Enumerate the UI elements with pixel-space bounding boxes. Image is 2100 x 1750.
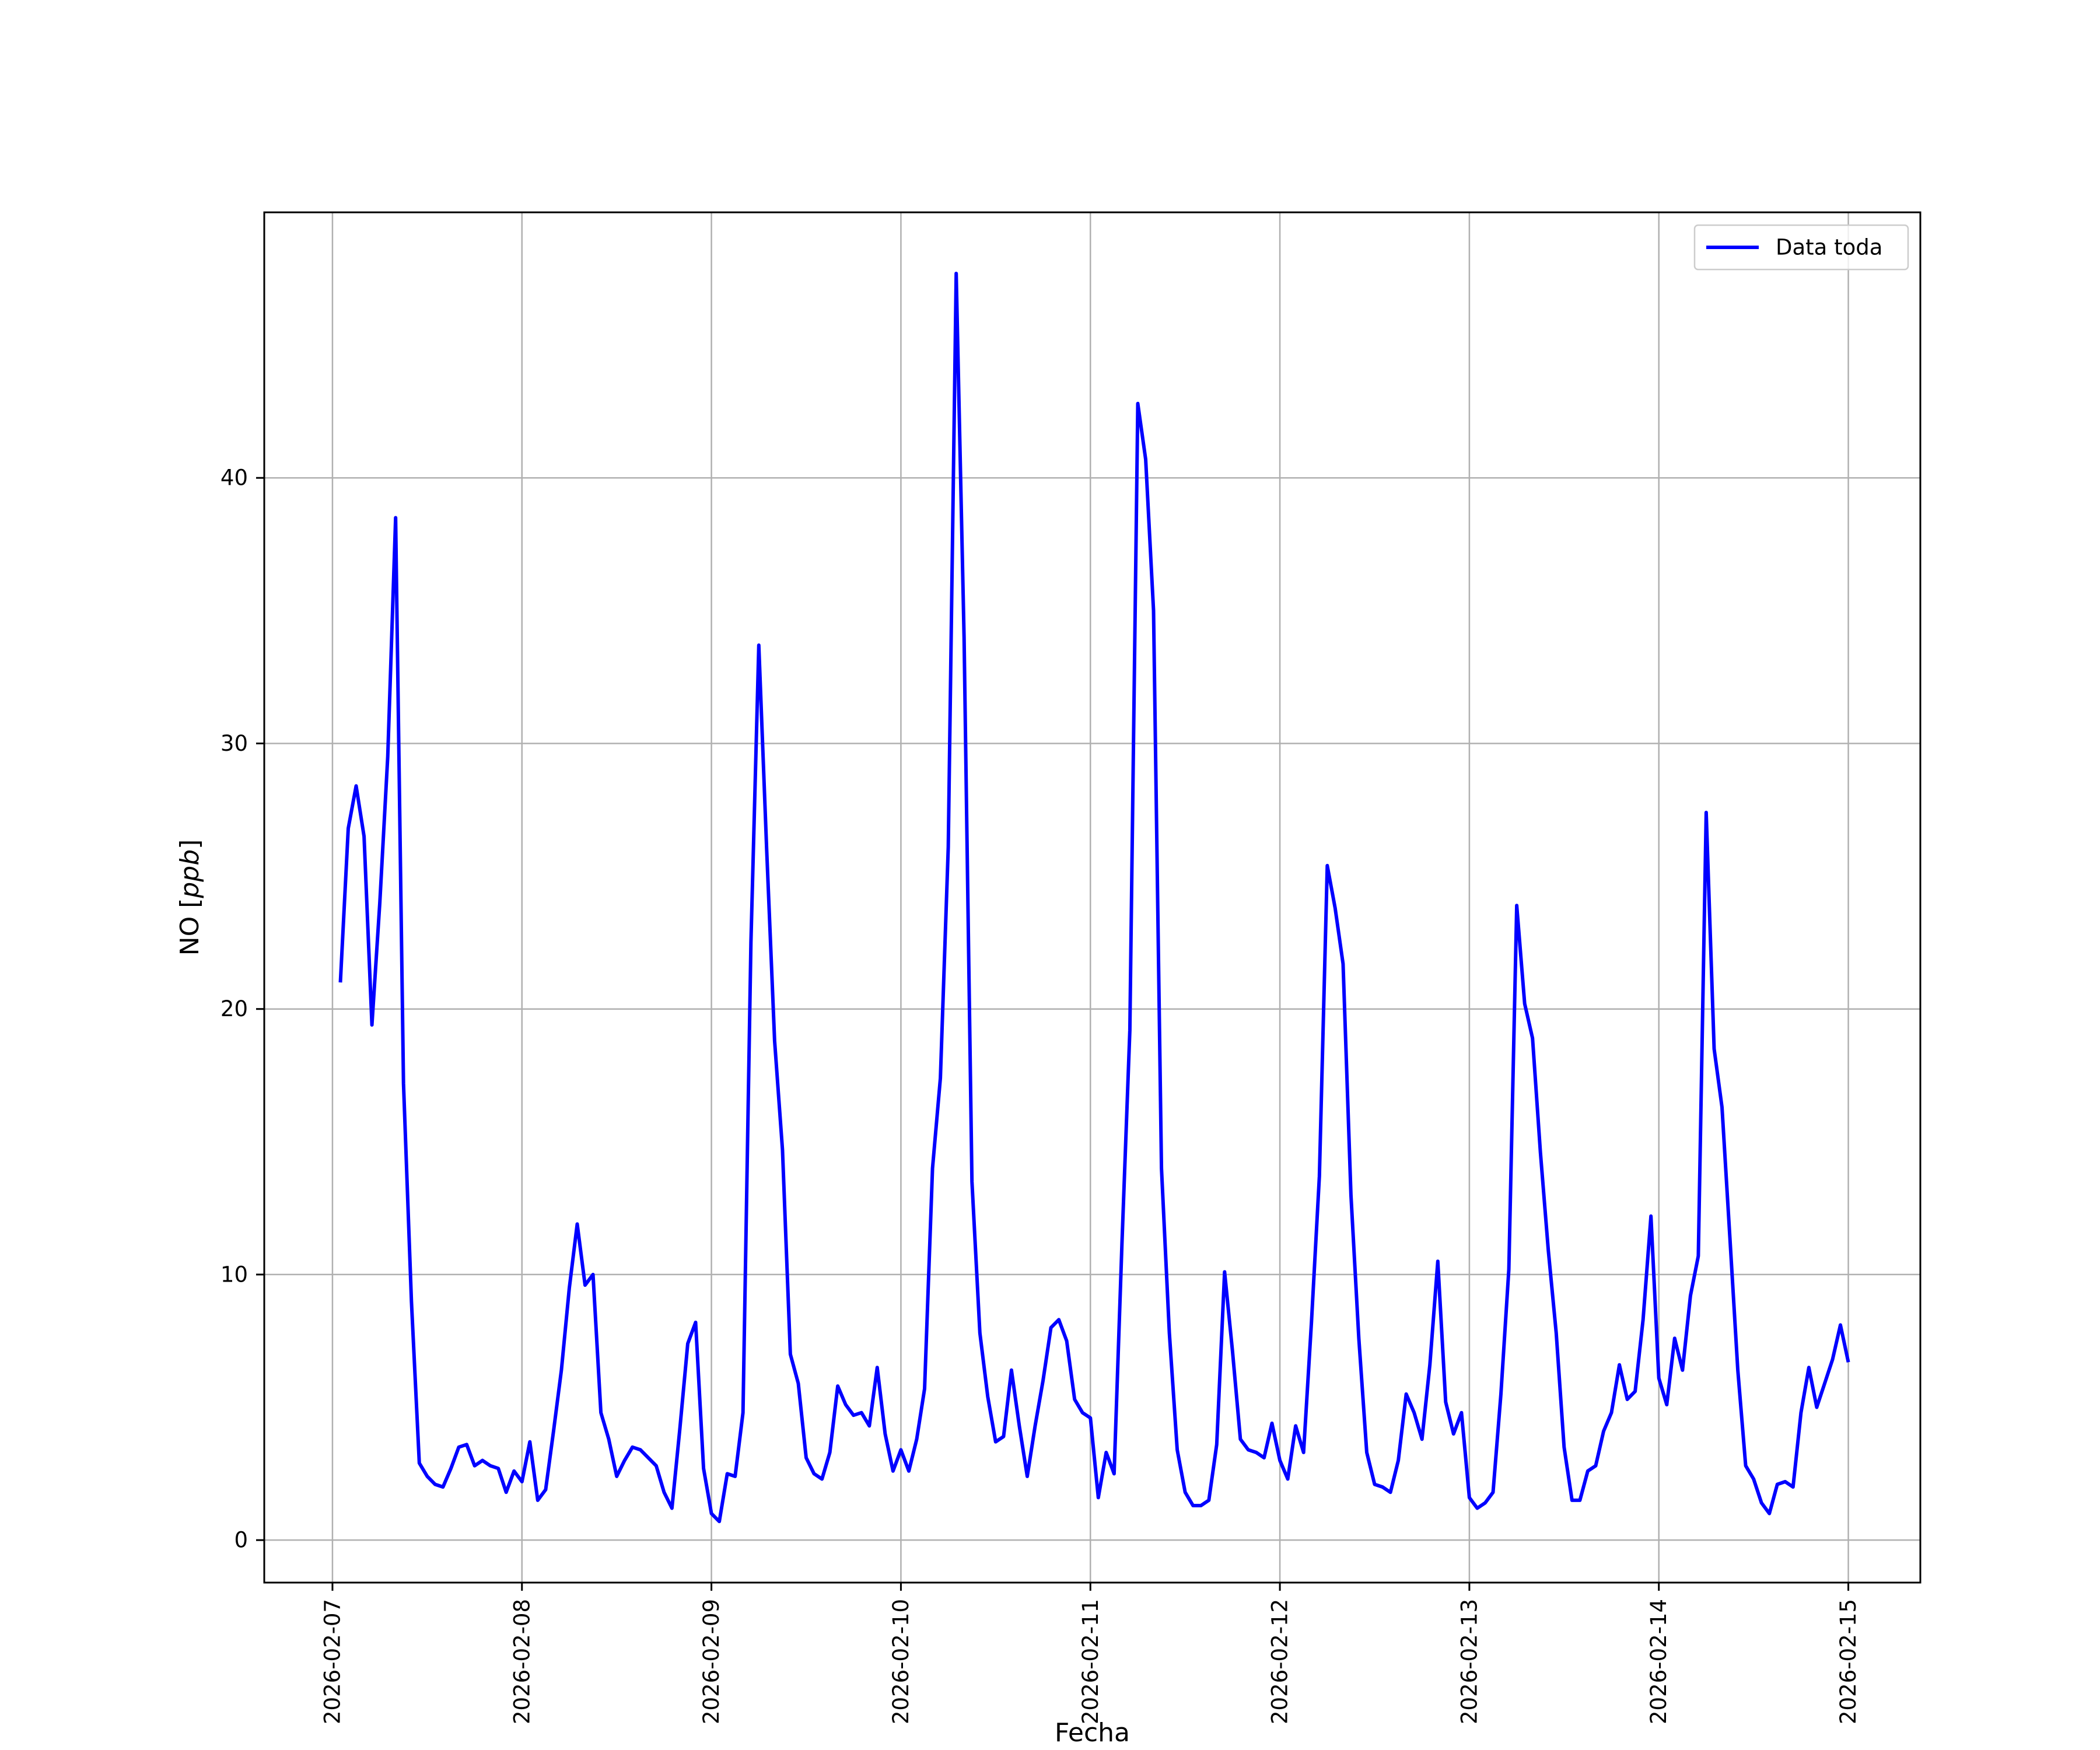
x-tick-label: 2026-02-10 [888, 1599, 914, 1724]
x-tick-label: 2026-02-14 [1646, 1599, 1671, 1724]
legend: Data toda [1693, 224, 1909, 271]
series-line-data-toda [338, 271, 1850, 1524]
y-axis-title: NO [ppb] [175, 839, 205, 956]
x-tick-label: 2026-02-12 [1268, 1599, 1293, 1724]
y-tick-label: 40 [220, 466, 248, 491]
x-tick-label: 2026-02-07 [320, 1599, 345, 1724]
plot-area [338, 271, 1850, 1524]
y-axis-title-suffix: ] [175, 839, 205, 849]
y-tick-label: 20 [220, 996, 248, 1021]
x-tick-label: 2026-02-11 [1078, 1599, 1103, 1724]
x-tick-label: 2026-02-13 [1457, 1599, 1482, 1724]
legend-label-data-toda: Data toda [1776, 235, 1882, 260]
y-axis-title-prefix: NO [ [175, 898, 205, 956]
gridlines [264, 212, 1920, 1583]
axes-frame [263, 211, 1922, 1584]
legend-box [1693, 224, 1909, 271]
x-tick-label: 2026-02-15 [1836, 1599, 1861, 1724]
y-tick-label: 10 [220, 1262, 248, 1287]
y-axis-title-unit: ppb [175, 849, 205, 899]
x-tick-label: 2026-02-08 [509, 1599, 534, 1724]
y-tick-label: 30 [220, 731, 248, 756]
x-axis-title: Fecha [1055, 1718, 1130, 1748]
axis-ticks: 2026-02-07 2026-02-08 2026-02-09 2026-02-10… [220, 466, 1861, 1724]
y-tick-label: 0 [234, 1528, 248, 1553]
x-tick-label: 2026-02-09 [699, 1599, 724, 1724]
